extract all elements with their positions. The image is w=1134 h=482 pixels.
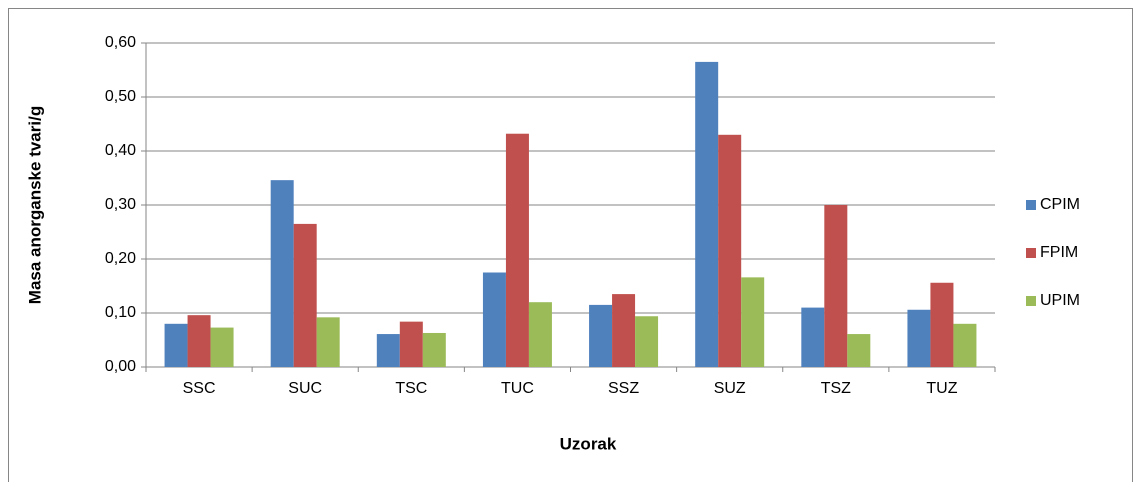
chart-border (8, 8, 1133, 482)
bar (316, 317, 340, 367)
legend-swatch (1026, 296, 1036, 306)
y-tick-label: 0,60 (105, 34, 136, 51)
bar (399, 321, 423, 367)
y-tick-label: 0,10 (105, 304, 136, 321)
y-tick-label: 0,30 (105, 196, 136, 213)
bar (741, 277, 765, 367)
bar (635, 316, 659, 367)
y-tick-label: 0,50 (105, 88, 136, 105)
bar (907, 309, 931, 367)
bar (801, 307, 825, 367)
x-tick-label: TUC (501, 380, 534, 397)
x-axis-label: Uzorak (560, 434, 617, 453)
bar (930, 282, 954, 367)
bar (270, 180, 294, 367)
bar (528, 302, 552, 367)
bar (376, 334, 400, 367)
bar (187, 315, 211, 367)
y-tick-label: 0,20 (105, 250, 136, 267)
x-tick-label: TUZ (926, 380, 957, 397)
x-tick-label: TSZ (821, 380, 851, 397)
bar (612, 294, 636, 367)
bar (505, 133, 529, 367)
legend-label: CPIM (1040, 196, 1080, 213)
y-axis-label: Masa anorganske tvari/g (25, 106, 44, 304)
bar (718, 134, 742, 367)
bar (422, 332, 446, 367)
bar (210, 327, 234, 367)
legend-label: FPIM (1040, 244, 1078, 261)
x-tick-label: SSC (183, 380, 216, 397)
x-tick-label: TSC (395, 380, 427, 397)
y-tick-label: 0,40 (105, 142, 136, 159)
legend-swatch (1026, 248, 1036, 258)
bar (164, 323, 188, 367)
bar (847, 334, 871, 367)
bar (695, 61, 719, 368)
y-tick-label: 0,00 (105, 358, 136, 375)
bar (293, 223, 317, 367)
legend-label: UPIM (1040, 292, 1080, 309)
x-tick-label: SUC (288, 380, 322, 397)
x-tick-label: SSZ (608, 380, 639, 397)
bar (953, 323, 977, 367)
bar (589, 304, 613, 367)
legend-swatch (1026, 200, 1036, 210)
x-tick-label: SUZ (714, 380, 746, 397)
bar (482, 272, 506, 367)
bar (824, 205, 848, 367)
